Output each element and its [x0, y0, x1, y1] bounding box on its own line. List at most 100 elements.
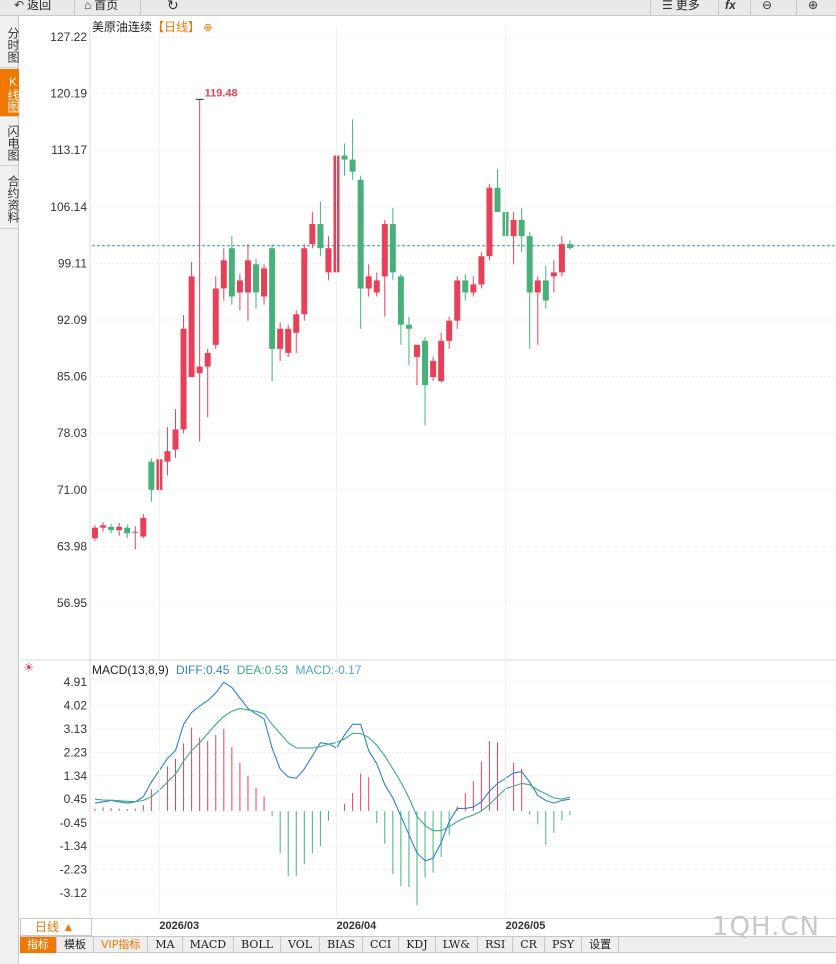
candle-body: [373, 280, 380, 293]
candle[interactable]: [228, 236, 235, 305]
candle[interactable]: [542, 265, 549, 309]
candle[interactable]: [293, 310, 300, 353]
candle[interactable]: [389, 207, 396, 281]
candle[interactable]: [558, 236, 565, 277]
candle[interactable]: [285, 324, 292, 357]
formula-button[interactable]: fx: [725, 0, 736, 15]
candle[interactable]: [164, 427, 171, 476]
indicator-tab-cci[interactable]: CCI: [363, 937, 400, 953]
candle[interactable]: [180, 315, 187, 434]
tab-intraday[interactable]: 分时图: [0, 20, 20, 68]
candle[interactable]: [526, 232, 533, 349]
candle[interactable]: [220, 248, 227, 301]
indicator-tab-rsi[interactable]: RSI: [478, 937, 514, 953]
candle-body: [357, 179, 364, 289]
candle-body: [558, 244, 565, 273]
candle[interactable]: [116, 522, 123, 536]
indicator-tab-psy[interactable]: PSY: [545, 937, 583, 953]
candle[interactable]: [510, 211, 517, 265]
candle[interactable]: [172, 409, 179, 458]
indicator-tab-bias[interactable]: BIAS: [320, 937, 363, 953]
tab-contract-info[interactable]: 合约资料: [0, 167, 20, 229]
candle[interactable]: [188, 261, 195, 378]
back-arrow-icon: ↶: [14, 0, 25, 12]
candle[interactable]: [253, 258, 259, 309]
candle[interactable]: [236, 273, 243, 311]
candle[interactable]: [478, 252, 485, 289]
refresh-icon: ↻: [167, 0, 179, 13]
candle[interactable]: [422, 336, 429, 426]
macd-dea-value: DEA:0.53: [236, 663, 289, 677]
price-tick-label: 56.95: [57, 596, 87, 610]
candle[interactable]: [454, 276, 461, 329]
date-tick-label: 2026/04: [336, 920, 377, 932]
indicator-tab-lw[interactable]: LW&: [436, 937, 479, 953]
candle[interactable]: [397, 273, 404, 345]
indicator-tab-cr[interactable]: CR: [513, 937, 545, 953]
candle[interactable]: [470, 276, 477, 297]
candle[interactable]: [381, 220, 388, 317]
tab-kline[interactable]: K线图: [0, 69, 20, 117]
candle[interactable]: [277, 322, 284, 361]
candle[interactable]: [309, 211, 316, 249]
candle[interactable]: [414, 344, 420, 386]
candle[interactable]: [325, 236, 332, 281]
refresh-button[interactable]: ↻: [167, 0, 179, 15]
candle[interactable]: [550, 260, 557, 293]
indicator-tab-[interactable]: 指标: [20, 937, 57, 953]
indicator-tab-[interactable]: 设置: [582, 937, 620, 953]
candle[interactable]: [212, 276, 219, 349]
candle[interactable]: [566, 240, 573, 250]
candle[interactable]: [204, 348, 211, 418]
candle[interactable]: [100, 522, 107, 532]
candle[interactable]: [196, 99, 203, 442]
indicator-tab-vip[interactable]: VIP指标: [94, 937, 149, 953]
candle[interactable]: [373, 272, 380, 297]
candle[interactable]: [132, 526, 139, 550]
candle[interactable]: [534, 276, 541, 345]
candle-body: [148, 461, 155, 490]
indicator-tab-[interactable]: 模板: [57, 937, 94, 953]
zoom-out-button[interactable]: ⊖: [762, 0, 772, 15]
back-button[interactable]: ↶ 返回: [14, 0, 51, 15]
candle[interactable]: [462, 273, 469, 301]
tab-flash[interactable]: 闪电图: [0, 118, 20, 166]
circle-plus-icon[interactable]: ⊕: [203, 22, 213, 34]
home-button[interactable]: ⌂ 首页: [84, 0, 118, 15]
toolbar-divider: [74, 0, 75, 15]
indicator-tab-ma[interactable]: MA: [148, 937, 183, 953]
period-selector[interactable]: 日线 ▲: [20, 918, 92, 936]
candle[interactable]: [261, 264, 268, 305]
candle[interactable]: [486, 183, 493, 261]
candle[interactable]: [341, 143, 348, 176]
candle[interactable]: [494, 169, 501, 212]
candle-body: [478, 256, 485, 285]
candle[interactable]: [244, 244, 251, 321]
candle[interactable]: [518, 207, 525, 253]
candle[interactable]: [140, 513, 147, 539]
candle[interactable]: [148, 458, 155, 502]
more-button[interactable]: ☰ 更多: [662, 0, 700, 15]
indicator-tab-macd[interactable]: MACD: [183, 937, 235, 953]
candle[interactable]: [405, 316, 412, 365]
candle[interactable]: [317, 201, 324, 257]
candle[interactable]: [365, 264, 372, 297]
candle[interactable]: [108, 523, 115, 534]
dea-line: [94, 707, 571, 832]
indicator-tab-vol[interactable]: VOL: [281, 937, 321, 953]
candle[interactable]: [92, 525, 98, 541]
candle[interactable]: [438, 332, 445, 383]
candle[interactable]: [446, 316, 453, 349]
candle[interactable]: [269, 244, 276, 382]
candle[interactable]: [349, 119, 356, 180]
macd-header: MACD(13,8,9) DIFF:0.45 DEA:0.53 MACD:-0.…: [92, 663, 365, 677]
candle[interactable]: [430, 356, 437, 382]
candle[interactable]: [301, 244, 308, 321]
candle[interactable]: [357, 175, 364, 329]
sun-settings-icon[interactable]: ☀: [23, 660, 35, 675]
candle[interactable]: [124, 524, 131, 539]
indicator-tab-boll[interactable]: BOLL: [234, 937, 281, 953]
indicator-tab-kdj[interactable]: KDJ: [399, 937, 436, 953]
zoom-in-button[interactable]: ⊕: [808, 0, 818, 15]
